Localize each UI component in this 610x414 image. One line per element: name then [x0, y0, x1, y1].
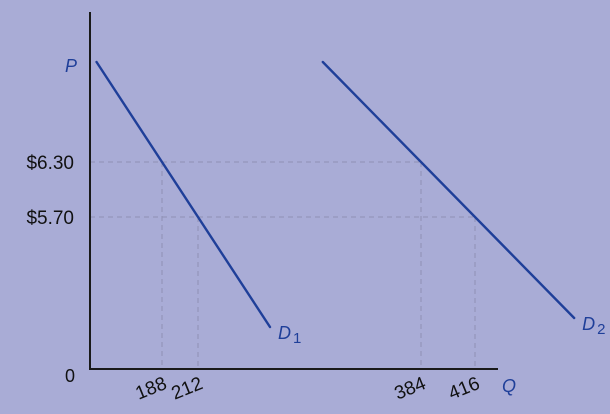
- quantity-tick-label: 416: [446, 373, 483, 404]
- curve-labels: D 1D 2: [278, 314, 606, 347]
- origin-label: 0: [65, 366, 75, 386]
- curve-label-d2: D: [582, 314, 595, 334]
- price-tick-label: $6.30: [26, 153, 74, 174]
- curve-subscript-1: 1: [293, 330, 301, 347]
- x-axis-label: Q: [502, 376, 516, 396]
- curve-label-d1: D: [278, 323, 291, 343]
- price-tick-labels: $6.30 $5.70: [26, 153, 74, 229]
- quantity-tick-label: 384: [392, 373, 430, 405]
- quantity-tick-label: 188: [133, 373, 170, 404]
- demand-curve-2: [321, 60, 576, 320]
- curve-subscript-2: 2: [597, 321, 605, 338]
- y-axis-label: P: [65, 56, 77, 76]
- demand-curves: [95, 60, 576, 329]
- demand-curve-1: [95, 60, 272, 329]
- price-tick-label: $5.70: [26, 208, 74, 229]
- quantity-tick-label: 212: [169, 373, 206, 404]
- guide-lines: [90, 161, 476, 369]
